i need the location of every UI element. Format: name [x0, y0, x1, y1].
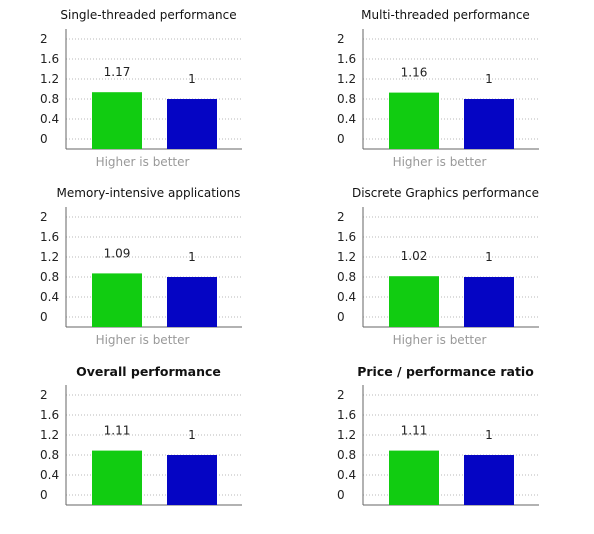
y-tick-label: 0: [40, 132, 48, 146]
data-label: 1.16: [401, 66, 428, 80]
y-tick-label: 1.6: [337, 408, 356, 422]
data-label: 1: [485, 428, 493, 442]
footnote: Higher is better: [392, 155, 487, 169]
chart-panel-memory-intensive: Memory-intensive applications 2 1.6 1.2 0.8…: [0, 178, 297, 356]
y-tick-label: 0.4: [40, 112, 59, 126]
y-tick-label: 2: [337, 388, 345, 402]
bar-series-b: [464, 455, 514, 505]
footnote: Higher is better: [95, 155, 190, 169]
y-tick-label: 1.6: [40, 52, 59, 66]
y-tick-label: 0.4: [40, 468, 59, 482]
bar-chart: 2 1.6 1.2 0.8 0.4 0 1.16 1: [337, 29, 539, 150]
y-tick-label: 0: [40, 488, 48, 502]
y-tick-label: 0.8: [337, 448, 356, 462]
bar-series-a: [389, 92, 439, 149]
y-tick-label: 0.8: [40, 92, 59, 106]
data-label: 1: [485, 250, 493, 264]
y-tick-label: 0.4: [337, 112, 356, 126]
bar-series-a: [389, 450, 439, 505]
bar-series-b: [464, 277, 514, 327]
y-tick-label: 0.8: [337, 270, 356, 284]
data-label: 1: [188, 250, 196, 264]
bar-series-a: [92, 273, 142, 327]
data-label: 1.02: [401, 249, 428, 263]
chart-panel-overall: Overall performance 2 1.6 1.2 0.8 0.4 0 1.11 1: [0, 356, 297, 534]
y-tick-label: 1.2: [40, 72, 59, 86]
y-tick-label: 0: [337, 132, 345, 146]
y-tick-label: 2: [40, 388, 48, 402]
chart-title: Single-threaded performance: [60, 8, 237, 22]
y-tick-label: 0: [337, 310, 345, 324]
y-tick-label: 2: [337, 32, 345, 46]
y-tick-label: 0.8: [40, 448, 59, 462]
data-label: 1.09: [104, 246, 131, 260]
chart-panel-multi-threaded: Multi-threaded performance 2 1.6 1.2 0.8 0.4…: [297, 0, 594, 178]
y-tick-label: 1.6: [40, 230, 59, 244]
bar-series-a: [92, 450, 142, 505]
y-tick-label: 0.4: [40, 290, 59, 304]
bar-series-a: [389, 276, 439, 327]
data-label: 1: [188, 72, 196, 86]
y-tick-label: 0: [337, 488, 345, 502]
y-tick-label: 1.6: [337, 52, 356, 66]
bar-series-b: [464, 99, 514, 149]
footnote: Higher is better: [392, 333, 487, 347]
bar-series-b: [167, 99, 217, 149]
data-label: 1.11: [104, 424, 131, 438]
bar-series-b: [167, 455, 217, 505]
chart-panel-single-threaded: Single-threaded performance 2 1.6 1.2 0.8 0.…: [0, 0, 297, 178]
chart-title: Price / performance ratio: [357, 364, 534, 379]
y-tick-label: 1.6: [40, 408, 59, 422]
y-tick-label: 2: [40, 32, 48, 46]
chart-title: Memory-intensive applications: [56, 186, 241, 200]
bar-series-a: [92, 92, 142, 149]
y-tick-label: 2: [337, 210, 345, 224]
y-tick-label: 0: [40, 310, 48, 324]
bar-series-b: [167, 277, 217, 327]
bar-chart: 2 1.6 1.2 0.8 0.4 0 1.11 1: [40, 385, 242, 506]
chart-title: Overall performance: [76, 364, 221, 379]
bar-chart: 2 1.6 1.2 0.8 0.4 0 1.11 1: [337, 385, 539, 506]
y-tick-label: 1.2: [40, 428, 59, 442]
y-tick-label: 1.2: [40, 250, 59, 264]
y-tick-label: 0.8: [337, 92, 356, 106]
data-label: 1: [188, 428, 196, 442]
y-tick-label: 0.4: [337, 290, 356, 304]
y-tick-label: 0.8: [40, 270, 59, 284]
data-label: 1.17: [104, 65, 131, 79]
y-tick-label: 2: [40, 210, 48, 224]
chart-title: Discrete Graphics performance: [351, 186, 540, 200]
chart-title: Multi-threaded performance: [361, 8, 530, 22]
y-tick-label: 1.6: [337, 230, 356, 244]
y-tick-label: 1.2: [337, 428, 356, 442]
data-label: 1: [485, 72, 493, 86]
y-tick-label: 1.2: [337, 72, 356, 86]
y-tick-label: 1.2: [337, 250, 356, 264]
bar-chart: 2 1.6 1.2 0.8 0.4 0 1.17 1: [40, 29, 242, 150]
chart-panel-price-performance: Price / performance ratio 2 1.6 1.2 0.8 0.4 0…: [297, 356, 594, 534]
chart-panel-discrete-graphics: Discrete Graphics performance 2 1.6 1.2 0.8…: [297, 178, 594, 356]
bar-chart: 2 1.6 1.2 0.8 0.4 0 1.02 1: [337, 207, 539, 328]
y-tick-label: 0.4: [337, 468, 356, 482]
data-label: 1.11: [401, 424, 428, 438]
footnote: Higher is better: [95, 333, 190, 347]
bar-chart: 2 1.6 1.2 0.8 0.4 0 1.09 1: [40, 207, 242, 328]
